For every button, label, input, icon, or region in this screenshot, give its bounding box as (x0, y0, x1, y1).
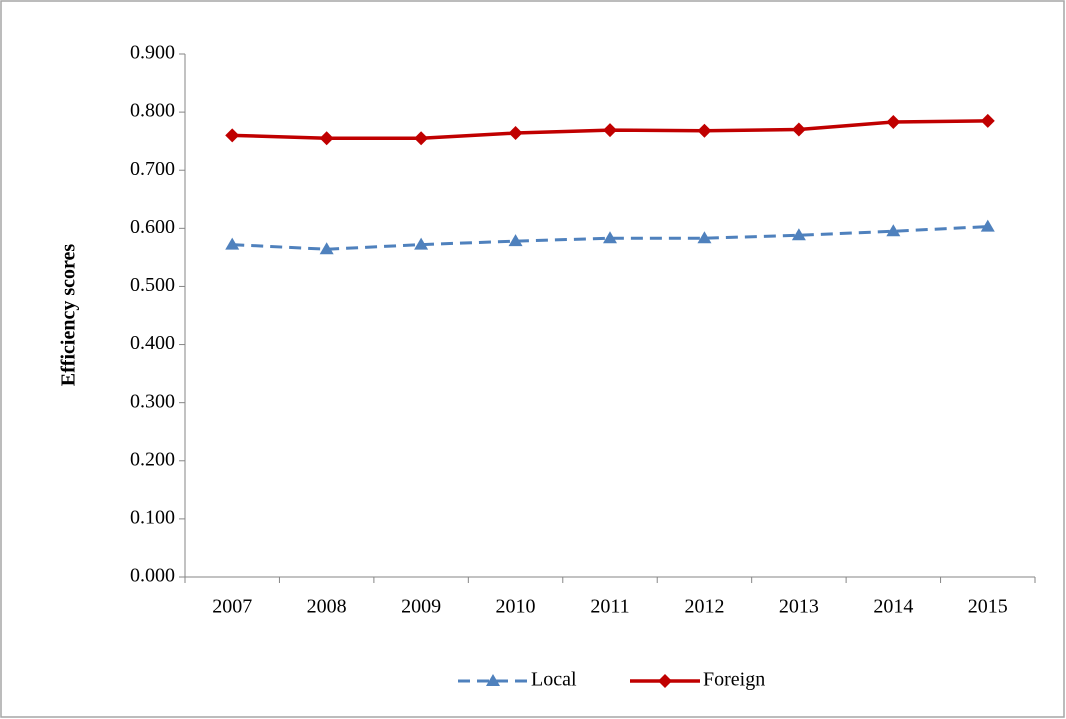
marker (980, 219, 995, 232)
marker (658, 674, 672, 688)
x-tick-label: 2014 (873, 596, 913, 618)
marker (697, 123, 712, 138)
x-tick-label: 2007 (212, 596, 252, 618)
marker (319, 131, 334, 146)
y-tick-label: 0.100 (130, 506, 175, 528)
y-tick-label: 0.200 (130, 448, 175, 470)
y-tick-label: 0.400 (130, 332, 175, 354)
marker (508, 234, 523, 247)
y-tick-label: 0.900 (130, 42, 175, 64)
marker (508, 126, 523, 141)
y-axis-label: Efficiency scores (58, 244, 80, 387)
marker (319, 242, 334, 255)
marker (225, 128, 240, 143)
marker (486, 674, 500, 686)
marker (225, 237, 240, 250)
y-tick-label: 0.000 (130, 565, 175, 587)
marker (886, 224, 901, 237)
marker (603, 123, 617, 138)
marker (697, 231, 712, 244)
y-tick-label: 0.700 (130, 158, 175, 180)
x-tick-label: 2010 (496, 596, 536, 618)
series-line (232, 225, 988, 251)
y-tick-label: 0.800 (130, 100, 175, 122)
marker (886, 114, 901, 129)
x-tick-label: 2011 (590, 596, 629, 618)
marker (791, 228, 806, 241)
marker (603, 231, 617, 244)
marker (980, 113, 995, 128)
x-tick-label: 2012 (684, 596, 724, 618)
marker (791, 122, 806, 137)
x-tick-label: 2008 (307, 596, 347, 618)
y-tick-label: 0.300 (130, 390, 175, 412)
x-tick-label: 2013 (779, 596, 819, 618)
marker (414, 131, 429, 146)
y-tick-label: 0.500 (130, 274, 175, 296)
marker (414, 237, 429, 250)
x-tick-label: 2015 (968, 596, 1008, 618)
y-tick-label: 0.600 (130, 216, 175, 238)
legend-label: Local (531, 669, 577, 691)
legend-label: Foreign (703, 669, 765, 691)
x-tick-label: 2009 (401, 596, 441, 618)
